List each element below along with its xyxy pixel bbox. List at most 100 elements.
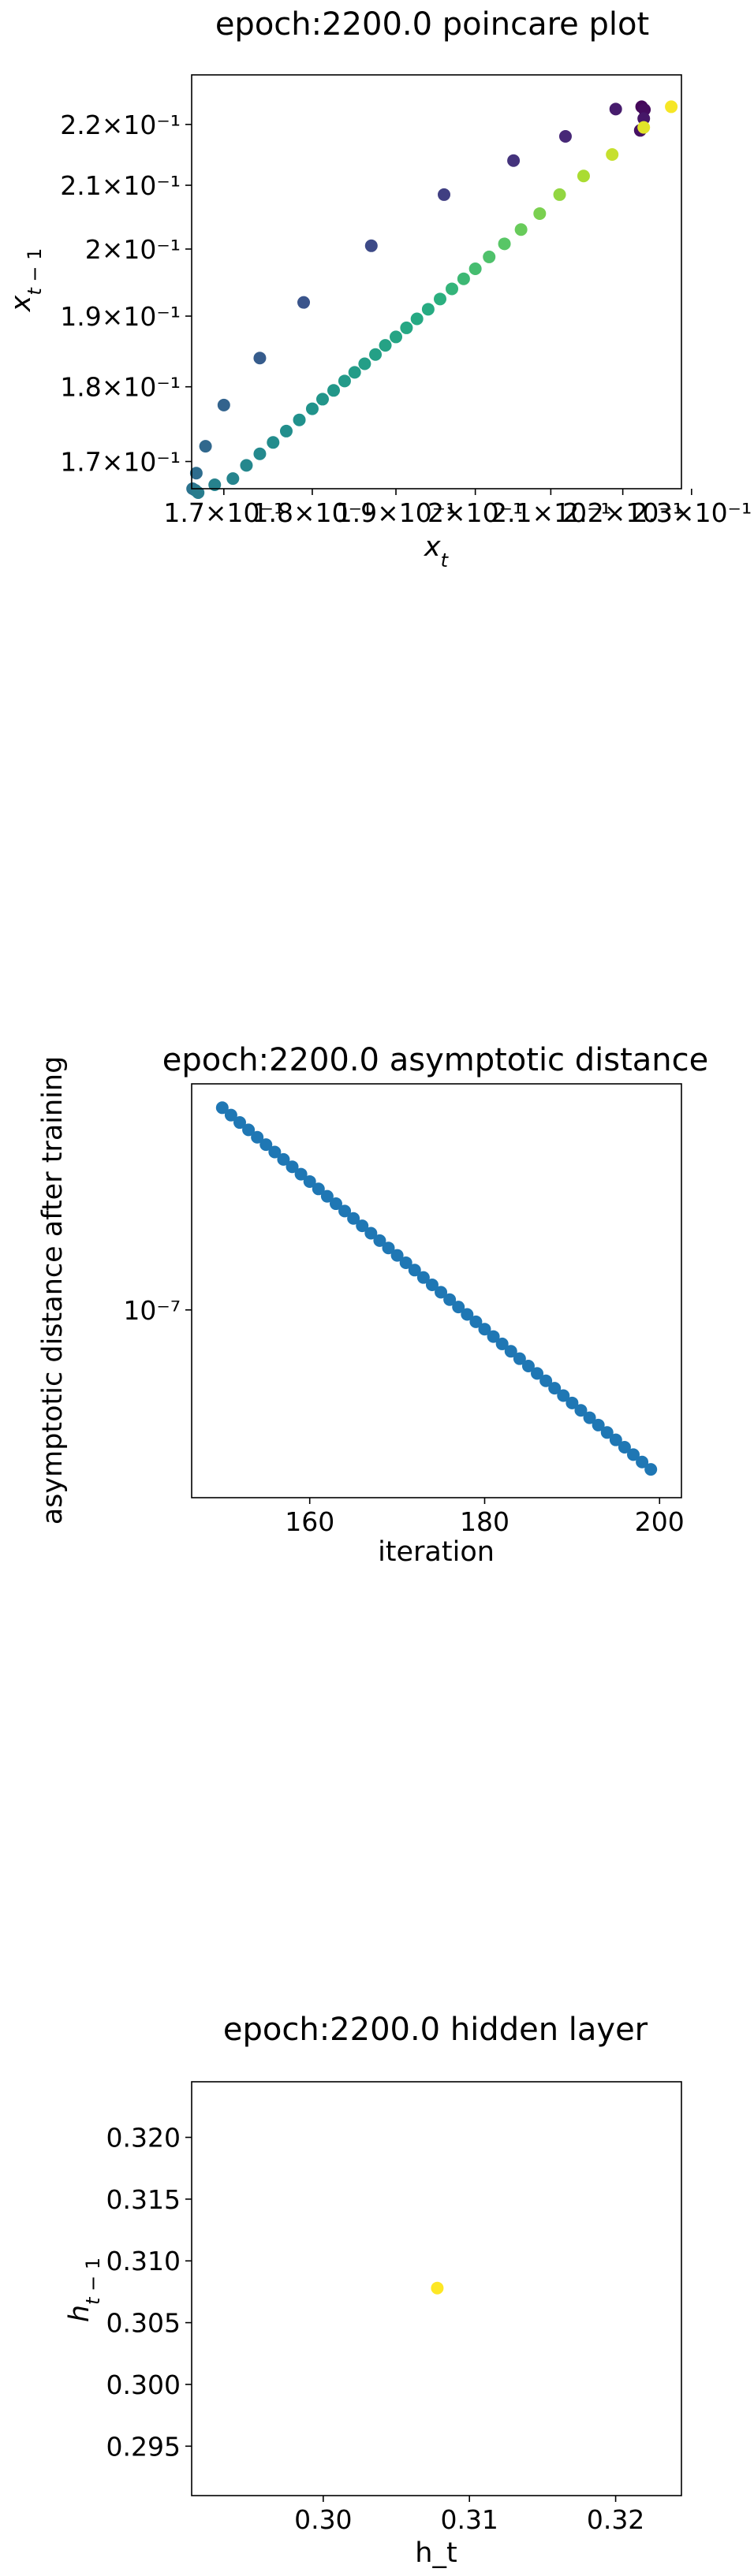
asymptotic-point <box>268 1145 282 1159</box>
y-tick-label: 0.300 <box>106 2369 181 2400</box>
poincare-point <box>507 154 521 167</box>
poincare-point <box>577 169 590 183</box>
y-tick-label: 2×10⁻¹ <box>85 234 181 265</box>
poincare-point <box>410 312 424 326</box>
asymptotic-point <box>224 1108 237 1122</box>
asymptotic-point <box>539 1374 553 1387</box>
asymptotic-title: epoch:2200.0 asymptotic distance <box>162 1042 709 1078</box>
x-tick-label: 0.31 <box>440 2504 498 2535</box>
y-tick-label: 2.1×10⁻¹ <box>60 170 181 201</box>
asymptotic-point <box>435 1286 448 1299</box>
asymptotic-point <box>277 1152 290 1166</box>
poincare-point <box>434 292 447 306</box>
poincare-point <box>297 296 311 309</box>
asymptotic-point <box>312 1182 325 1196</box>
poincare-point <box>189 467 203 480</box>
poincare-point <box>338 374 351 388</box>
poincare-point <box>553 188 566 201</box>
asymptotic-point <box>347 1212 360 1225</box>
asymptotic-point <box>548 1382 562 1395</box>
hidden-xlabel: h_t <box>415 2537 457 2569</box>
hidden-chart: epoch:2200.0 hidden layer 0.30 0.31 0.320.… <box>64 2012 682 2569</box>
poincare-point <box>457 272 470 285</box>
poincare-point <box>400 321 413 334</box>
asymptotic-point <box>416 1271 430 1284</box>
x-tick-label: 2×10⁻¹ <box>427 497 523 528</box>
poincare-point <box>390 330 403 344</box>
x-tick-label: 1.7×10⁻¹ <box>163 497 284 528</box>
poincare-point <box>609 102 622 116</box>
asymptotic-point <box>294 1167 308 1181</box>
poincare-ylabel: xt − 1 <box>6 248 46 313</box>
hidden-axes-frame <box>191 2081 682 2496</box>
poincare-point <box>279 424 293 437</box>
poincare-point <box>305 402 319 415</box>
asymptotic-point <box>399 1256 412 1269</box>
poincare-point <box>379 339 392 352</box>
asymptotic-point <box>338 1204 352 1218</box>
poincare-point <box>240 459 253 472</box>
asymptotic-axes-frame <box>191 1083 682 1498</box>
poincare-point <box>533 207 547 220</box>
asymptotic-point <box>452 1301 465 1314</box>
asymptotic-point <box>356 1219 369 1233</box>
poincare-point <box>637 112 651 125</box>
asymptotic-point <box>251 1130 264 1144</box>
asymptotic-point <box>583 1411 596 1424</box>
asymptotic-point <box>469 1315 483 1328</box>
asymptotic-point <box>600 1426 614 1439</box>
asymptotic-figure: epoch:2200.0 asymptotic distance 160 180 2… <box>0 1025 754 1576</box>
asymptotic-point <box>303 1174 316 1188</box>
x-tick-label: 180 <box>460 1506 510 1537</box>
poincare-point <box>208 478 222 492</box>
poincare-xlabel: xt <box>424 531 450 571</box>
poincare-point <box>637 121 651 134</box>
asymptotic-point <box>609 1433 622 1446</box>
asymptotic-point <box>592 1418 605 1431</box>
poincare-point <box>315 393 329 406</box>
asymptotic-point <box>329 1197 342 1211</box>
y-tick-label: 0.315 <box>106 2184 181 2215</box>
asymptotic-point <box>531 1367 544 1380</box>
asymptotic-ticks: 160 180 200 10⁻⁷ <box>123 1295 684 1537</box>
asymptotic-point <box>373 1234 386 1247</box>
x-tick-label: 2.1×10⁻¹ <box>491 497 611 528</box>
poincare-points <box>186 100 678 499</box>
asymptotic-point <box>487 1330 500 1343</box>
y-tick-label: 2.2×10⁻¹ <box>60 110 181 140</box>
asymptotic-point <box>425 1279 439 1292</box>
asymptotic-point <box>557 1389 570 1402</box>
y-tick-label: 1.7×10⁻¹ <box>60 446 181 477</box>
x-tick-label: 0.32 <box>587 2504 644 2535</box>
poincare-chart: epoch:2200.0 poincare plot 1.7×10⁻¹1.8×1… <box>6 6 752 571</box>
poincare-point <box>348 366 361 379</box>
poincare-point <box>217 398 230 411</box>
x-tick-label: 200 <box>635 1506 685 1537</box>
hidden-point <box>431 2281 444 2295</box>
asymptotic-point <box>618 1441 631 1454</box>
asymptotic-point <box>461 1308 474 1321</box>
y-tick-label: 0.320 <box>106 2123 181 2153</box>
asymptotic-point <box>408 1264 421 1277</box>
poincare-ticks: 1.7×10⁻¹1.8×10⁻¹1.9×10⁻¹2×10⁻¹2.1×10⁻¹2.… <box>60 110 752 528</box>
x-tick-label: 1.8×10⁻¹ <box>252 497 373 528</box>
asymptotic-xlabel: iteration <box>378 1536 495 1568</box>
asymptotic-point <box>504 1345 517 1358</box>
asymptotic-point <box>478 1323 491 1336</box>
poincare-point <box>483 250 496 263</box>
poincare-point <box>468 262 482 276</box>
poincare-point <box>558 130 572 143</box>
asymptotic-point <box>286 1160 299 1174</box>
poincare-point <box>514 223 528 236</box>
x-tick-label: 0.30 <box>294 2504 352 2535</box>
poincare-point <box>498 237 511 251</box>
poincare-point <box>438 188 451 201</box>
hidden-figure: epoch:2200.0 hidden layer 0.30 0.31 0.32 0.… <box>0 2002 754 2576</box>
asymptotic-point <box>215 1101 229 1115</box>
poincare-point <box>369 348 383 361</box>
poincare-figure: epoch:2200.0 poincare plot 1.7×10⁻¹ 1.8×1… <box>0 0 754 571</box>
x-tick-label: 160 <box>285 1506 334 1537</box>
asymptotic-point <box>390 1249 404 1262</box>
asymptotic-ylabel: asymptotic distance after training <box>37 1056 69 1525</box>
y-tick-label: 1.9×10⁻¹ <box>60 301 181 332</box>
